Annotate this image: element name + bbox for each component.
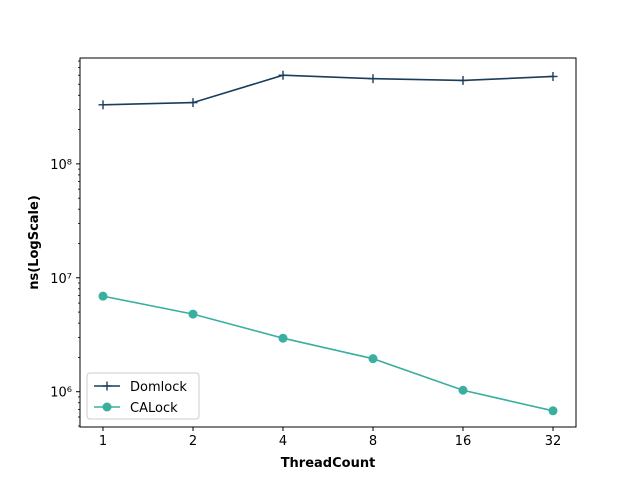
data-point xyxy=(98,291,108,301)
data-point xyxy=(548,406,558,416)
data-point xyxy=(98,100,108,110)
data-point xyxy=(278,70,288,80)
data-point xyxy=(368,74,378,84)
legend-label: CALock xyxy=(130,401,178,416)
data-point xyxy=(188,98,198,108)
x-tick-label: 1 xyxy=(99,434,107,449)
series-line-domlock xyxy=(102,74,554,106)
x-axis-ticks: 1 2 4 8 16 32 xyxy=(99,427,561,449)
x-tick-label: 2 xyxy=(189,434,197,449)
x-tick-label: 4 xyxy=(279,434,287,449)
x-tick-label: 8 xyxy=(369,434,377,449)
plot-frame xyxy=(79,57,577,428)
y-tick-label: 10⁶ xyxy=(50,386,72,401)
y-tick-label: 10⁷ xyxy=(50,272,72,287)
x-tick-label: 16 xyxy=(455,434,472,449)
legend-item-calock: CALock xyxy=(94,401,178,416)
y-tick-label: 10⁸ xyxy=(50,158,72,173)
data-point xyxy=(458,75,468,85)
series-layer xyxy=(98,70,558,416)
x-axis-label: ThreadCount xyxy=(281,456,376,471)
data-point xyxy=(188,309,198,319)
x-tick-label: 32 xyxy=(545,434,562,449)
legend: Domlock CALock xyxy=(86,372,200,420)
legend-item-domlock: Domlock xyxy=(94,380,187,395)
legend-label: Domlock xyxy=(130,380,187,395)
data-point xyxy=(458,385,468,395)
series-line-calock xyxy=(102,295,554,412)
data-point xyxy=(278,333,288,343)
y-axis-label: ns(LogScale) xyxy=(27,195,42,290)
data-point xyxy=(368,354,378,364)
y-axis-ticks: 10⁶ 10⁷ 10⁸ xyxy=(50,158,80,401)
data-point xyxy=(548,71,558,81)
